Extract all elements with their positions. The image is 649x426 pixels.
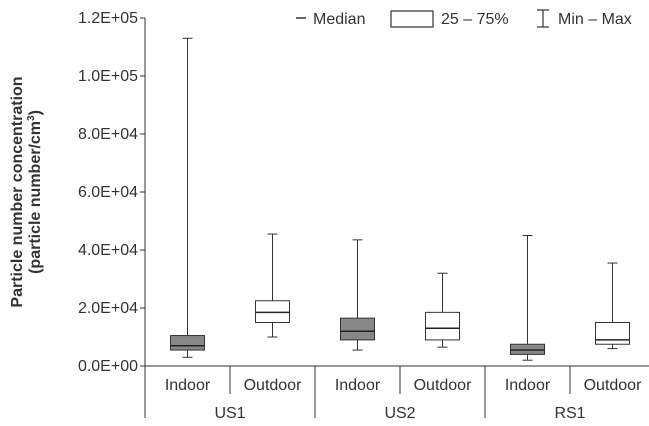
legend-whisker-label: Min – Max bbox=[558, 11, 632, 28]
box-rs1-indoor bbox=[510, 235, 545, 361]
axes bbox=[144, 18, 649, 367]
x-group-label: RS1 bbox=[554, 405, 585, 422]
y-tick-label: 4.0E+04 bbox=[78, 242, 138, 259]
y-axis-label-line1: Particle number concentration bbox=[9, 76, 26, 307]
x-group-label: US1 bbox=[214, 405, 245, 422]
y-tick-label: 1.0E+05 bbox=[78, 68, 138, 85]
x-category-label: Indoor bbox=[505, 377, 551, 394]
y-axis-label-line2-main: (particle number/cm bbox=[27, 121, 44, 274]
x-category-label: Indoor bbox=[335, 377, 381, 394]
legend: Median 25 – 75% Min – Max bbox=[296, 9, 632, 28]
x-category-label: Outdoor bbox=[584, 377, 642, 394]
y-tick-label: 1.2E+05 bbox=[78, 10, 138, 27]
x-category-label: Outdoor bbox=[414, 377, 472, 394]
legend-box-marker bbox=[390, 10, 434, 28]
box-us1-outdoor bbox=[255, 233, 290, 338]
y-axis-label-superscript: 3 bbox=[26, 115, 37, 121]
legend-median-label: Median bbox=[313, 11, 365, 28]
x-category-label: Outdoor bbox=[244, 377, 302, 394]
box-rs1-outdoor bbox=[595, 262, 630, 350]
y-axis-label: Particle number concentration (particle … bbox=[9, 76, 44, 307]
box-series bbox=[170, 37, 630, 361]
iqr-box bbox=[340, 317, 375, 341]
iqr-box bbox=[425, 311, 460, 341]
legend-box-label: 25 – 75% bbox=[441, 11, 509, 28]
x-group-label: US2 bbox=[384, 405, 415, 422]
y-tick-label: 8.0E+04 bbox=[78, 126, 138, 143]
box-us2-indoor bbox=[340, 239, 375, 351]
y-tick-label: 2.0E+04 bbox=[78, 300, 138, 317]
y-axis-label-line2-end: ) bbox=[27, 110, 44, 115]
box-us1-indoor bbox=[170, 37, 205, 358]
y-tick-label: 0.0E+00 bbox=[78, 358, 138, 375]
box-us2-outdoor bbox=[425, 272, 460, 348]
x-category-label: Indoor bbox=[165, 377, 211, 394]
y-tick-label: 6.0E+04 bbox=[78, 184, 138, 201]
iqr-box bbox=[170, 335, 205, 351]
y-axis-ticks: 0.0E+00 2.0E+04 4.0E+04 6.0E+04 8.0E+04 1.0E+… bbox=[78, 10, 145, 375]
y-axis-label-line2: (particle number/cm3) bbox=[26, 110, 44, 274]
iqr-box bbox=[595, 322, 630, 345]
x-axis-labels: Indoor Outdoor Indoor Outdoor Indoor Outdoor U… bbox=[144, 366, 642, 422]
legend-whisker-marker bbox=[537, 9, 549, 28]
